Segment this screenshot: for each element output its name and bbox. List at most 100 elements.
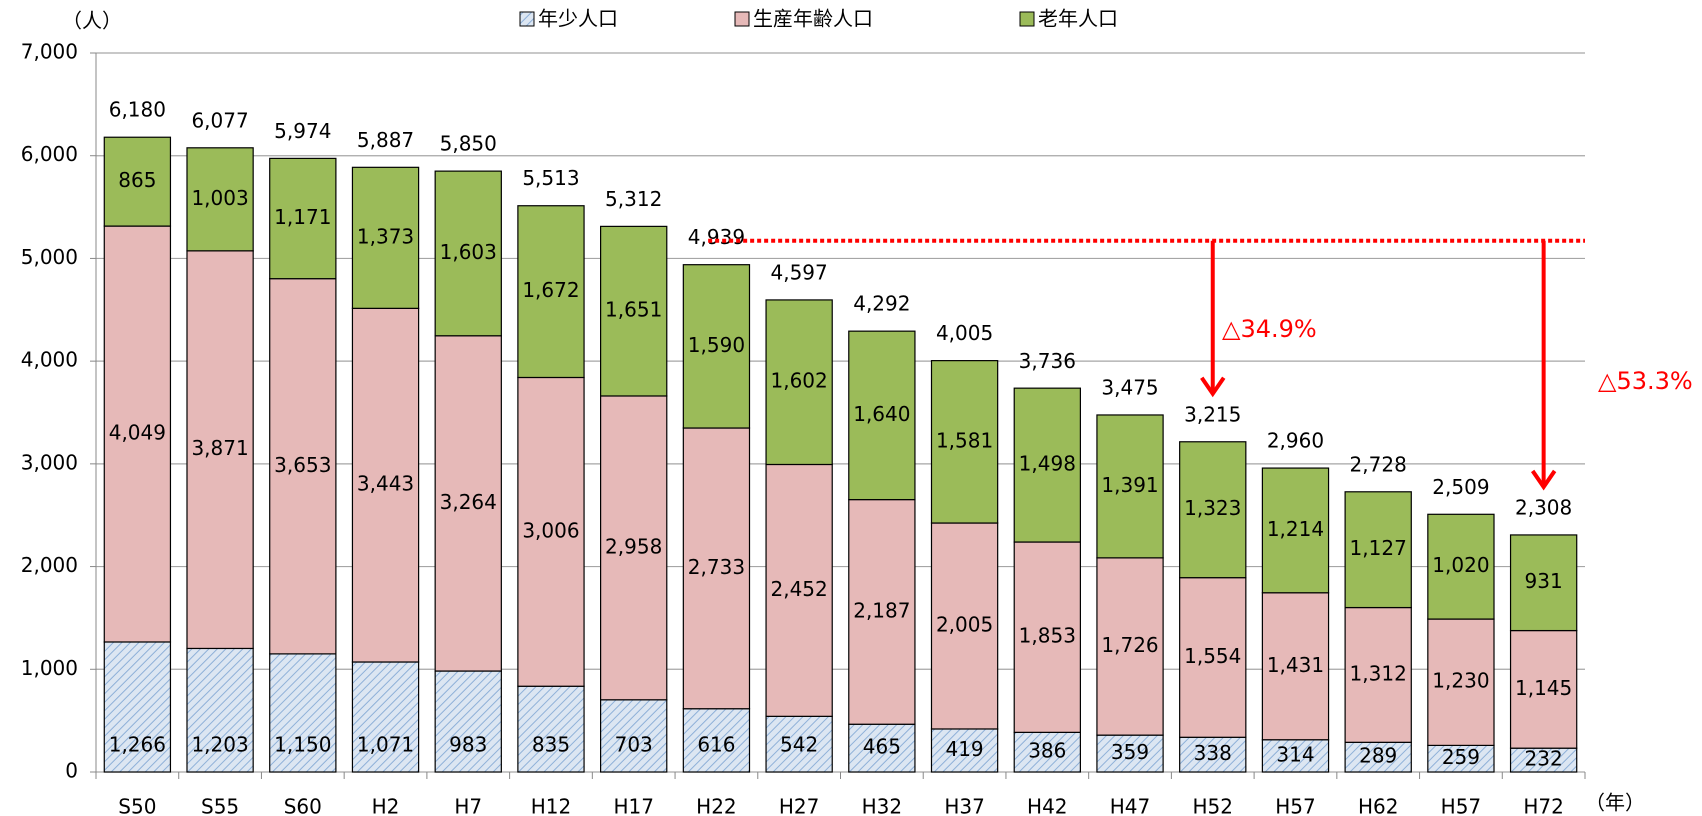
- value-label: 1,640: [853, 402, 910, 426]
- bar-segment: [186, 147, 254, 252]
- y-tick-label: 1,000: [21, 656, 78, 680]
- bar-segment: [351, 307, 420, 663]
- value-label: 1,602: [771, 369, 828, 393]
- x-tick-label: H52: [1193, 795, 1234, 816]
- bar-segment: [848, 499, 916, 725]
- value-label: 465: [863, 735, 901, 759]
- total-label: 3,475: [1101, 376, 1158, 400]
- value-label: 1,171: [274, 205, 331, 229]
- value-label: 1,373: [357, 224, 414, 248]
- bar-segment: [765, 463, 833, 717]
- bar-segment: [517, 205, 585, 379]
- value-label: 1,266: [109, 733, 166, 757]
- value-label: 1,203: [191, 733, 248, 757]
- y-tick-label: 0: [65, 759, 78, 783]
- x-tick-label: H62: [1358, 795, 1399, 816]
- bar-segment: [434, 170, 502, 337]
- value-label: 865: [118, 168, 156, 192]
- total-label: 4,597: [771, 260, 828, 284]
- x-tick-label: H32: [862, 795, 903, 816]
- bar-segment: [1344, 741, 1412, 773]
- bar-segment: [269, 653, 337, 773]
- bar-segment: [517, 376, 585, 687]
- legend-label: 老年人口: [1038, 7, 1118, 31]
- y-tick-label: 4,000: [21, 348, 78, 372]
- bar-segment: [186, 250, 254, 650]
- x-tick-label: H12: [531, 795, 572, 816]
- bar-segment: [930, 728, 999, 773]
- bar-segment: [848, 723, 916, 773]
- value-label: 1,145: [1515, 676, 1572, 700]
- x-tick-label: S50: [118, 795, 156, 816]
- annotation: △53.3%: [1598, 367, 1693, 395]
- x-tick-label: H2: [372, 795, 400, 816]
- bar-segment: [1179, 441, 1247, 579]
- total-label: 5,513: [522, 166, 579, 190]
- value-label: 3,443: [357, 472, 414, 496]
- total-label: 2,509: [1432, 475, 1489, 499]
- value-label: 2,452: [771, 577, 828, 601]
- x-tick-label: H57: [1275, 795, 1316, 816]
- value-label: 1,312: [1350, 661, 1407, 685]
- value-label: 1,214: [1267, 517, 1324, 541]
- value-label: 386: [1028, 739, 1066, 763]
- total-label: 2,960: [1267, 428, 1324, 452]
- y-tick-label: 3,000: [21, 450, 78, 474]
- bar-segment: [1013, 387, 1081, 543]
- value-label: 419: [945, 737, 983, 761]
- value-label: 232: [1525, 747, 1563, 771]
- value-label: 338: [1194, 741, 1232, 765]
- value-label: 1,071: [357, 733, 414, 757]
- total-label: 3,736: [1019, 349, 1076, 373]
- y-tick-label: 7,000: [21, 40, 78, 64]
- x-tick-label: H17: [613, 795, 654, 816]
- bar-segment: [103, 641, 172, 773]
- total-label: 5,887: [357, 128, 414, 152]
- y-tick-label: 6,000: [21, 142, 78, 166]
- bar-segment: [1261, 592, 1330, 741]
- arrow-head: [1530, 469, 1557, 491]
- legend-label: 年少人口: [538, 7, 618, 31]
- value-label: 1,554: [1184, 644, 1241, 668]
- bar-segment: [765, 715, 833, 773]
- bar-segment: [1096, 557, 1164, 736]
- value-label: 542: [780, 733, 818, 757]
- x-tick-label: H47: [1110, 795, 1151, 816]
- value-label: 1,603: [440, 240, 497, 264]
- y-tick-label: 2,000: [21, 553, 78, 577]
- total-label: 6,077: [191, 108, 248, 132]
- value-label: 616: [697, 733, 735, 757]
- total-label: 2,308: [1515, 495, 1572, 519]
- x-tick-label: S55: [201, 795, 239, 816]
- value-label: 931: [1525, 569, 1563, 593]
- bar-segment: [1344, 491, 1412, 609]
- total-label: 5,312: [605, 187, 662, 211]
- bar-segment: [930, 360, 999, 524]
- total-label: 3,215: [1184, 402, 1241, 426]
- value-label: 4,049: [109, 421, 166, 445]
- y-tick-label: 5,000: [21, 245, 78, 269]
- value-label: 835: [532, 733, 570, 757]
- value-label: 314: [1276, 742, 1314, 766]
- x-tick-label: H7: [454, 795, 482, 816]
- value-label: 3,264: [440, 490, 497, 514]
- value-label: 2,958: [605, 534, 662, 558]
- total-label: 6,180: [109, 98, 166, 122]
- value-label: 2,187: [853, 598, 910, 622]
- bar-segment: [765, 299, 833, 466]
- x-tick-label: H57: [1441, 795, 1482, 816]
- value-label: 1,853: [1019, 624, 1076, 648]
- value-label: 1,590: [688, 333, 745, 357]
- bar-segment: [1344, 606, 1412, 743]
- value-label: 1,581: [936, 428, 993, 452]
- bar-segment: [269, 157, 337, 280]
- total-label: 4,005: [936, 321, 993, 345]
- legend-swatch: [734, 11, 750, 27]
- value-label: 1,003: [191, 186, 248, 210]
- legend-swatch: [519, 11, 535, 27]
- bar-segment: [848, 330, 916, 501]
- value-label: 1,651: [605, 298, 662, 322]
- bar-segment: [1427, 618, 1495, 746]
- value-label: 983: [449, 733, 487, 757]
